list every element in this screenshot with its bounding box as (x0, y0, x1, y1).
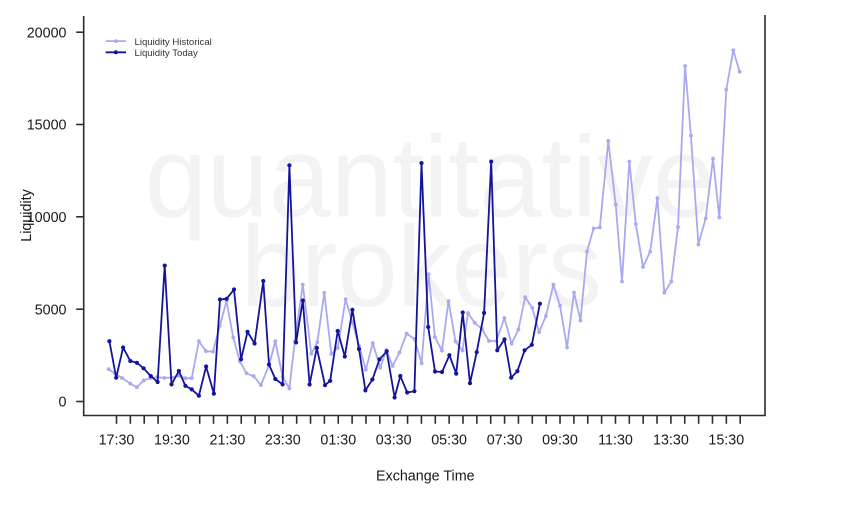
svg-text:01:30: 01:30 (320, 433, 356, 449)
svg-text:15:30: 15:30 (708, 433, 744, 449)
svg-text:Liquidity: Liquidity (19, 188, 35, 241)
svg-text:19:30: 19:30 (154, 433, 190, 449)
svg-text:03:30: 03:30 (376, 433, 412, 449)
svg-text:20000: 20000 (27, 25, 67, 41)
svg-text:05:30: 05:30 (431, 433, 467, 449)
svg-text:10000: 10000 (27, 210, 67, 226)
svg-text:07:30: 07:30 (487, 433, 523, 449)
svg-text:15000: 15000 (27, 118, 67, 134)
svg-text:Liquidity Historical: Liquidity Historical (135, 37, 212, 48)
svg-text:Exchange Time: Exchange Time (376, 469, 475, 485)
svg-text:17:30: 17:30 (99, 433, 135, 449)
svg-text:21:30: 21:30 (210, 433, 246, 449)
svg-text:11:30: 11:30 (598, 433, 633, 449)
svg-text:23:30: 23:30 (265, 433, 301, 449)
svg-text:5000: 5000 (35, 302, 67, 318)
svg-text:0: 0 (59, 395, 67, 411)
svg-text:09:30: 09:30 (542, 433, 578, 449)
svg-text:quantitative: quantitative (145, 114, 715, 242)
svg-text:Liquidity Today: Liquidity Today (135, 48, 198, 59)
svg-text:13:30: 13:30 (653, 433, 689, 449)
